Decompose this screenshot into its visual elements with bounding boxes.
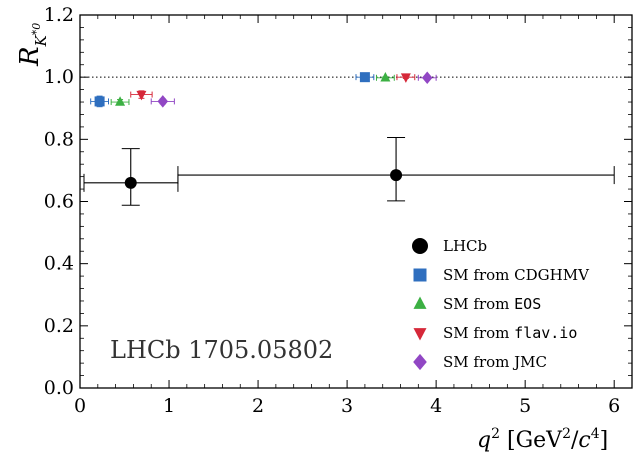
legend-marker xyxy=(412,238,428,254)
legend-label: SM from EOS xyxy=(443,295,541,313)
x-axis-title: q2 [GeV2/c4] xyxy=(477,426,608,453)
legend-entry: LHCb xyxy=(412,237,487,255)
data-point xyxy=(157,95,169,108)
legend-label: SM from CDGHMV xyxy=(443,266,590,284)
series-2 xyxy=(110,72,395,106)
legend-marker xyxy=(413,328,427,341)
axes-layer: 0 1 2 3 4 5 6 0.0 0.2 0.4 0.6 0.8 1.0 1.2 xyxy=(44,4,633,417)
y-tick-label: 0.6 xyxy=(44,191,74,213)
legend-marker xyxy=(413,268,427,282)
y-tick-label: 0.2 xyxy=(44,315,74,337)
legend-entry: SM from JMC xyxy=(413,353,547,371)
data-layer xyxy=(83,71,615,206)
svg-text:q2 [GeV2/c4]: q2 [GeV2/c4] xyxy=(477,426,608,453)
data-point xyxy=(359,72,370,83)
y-tick-label: 0.0 xyxy=(44,377,74,399)
data-point xyxy=(124,176,137,189)
legend-label: LHCb xyxy=(443,237,487,255)
x-tick-label: 0 xyxy=(74,395,86,417)
data-point xyxy=(380,72,391,82)
series-1 xyxy=(90,72,375,108)
series-3 xyxy=(130,73,416,101)
legend-label: SM from flav.io xyxy=(443,324,577,342)
y-tick-label: 1.0 xyxy=(44,66,74,88)
data-point xyxy=(94,96,105,107)
x-tick-label: 6 xyxy=(608,395,620,417)
legend-entry: SM from CDGHMV xyxy=(413,266,590,284)
legend-marker xyxy=(413,353,427,371)
data-point xyxy=(136,90,147,101)
y-tick-label: 0.4 xyxy=(44,253,74,275)
x-tick-label: 2 xyxy=(252,395,264,417)
series-4 xyxy=(150,71,437,108)
data-point xyxy=(115,96,126,106)
svg-text:RK*0: RK*0 xyxy=(15,23,50,67)
x-tick-label: 1 xyxy=(163,395,175,417)
legend-marker xyxy=(413,296,427,309)
annotation-text: LHCb 1705.05802 xyxy=(110,336,333,364)
data-point xyxy=(390,169,403,182)
y-tick-label: 1.2 xyxy=(44,4,74,26)
data-point xyxy=(421,71,433,85)
legend-label: SM from JMC xyxy=(443,353,547,371)
x-tick-label: 4 xyxy=(430,395,442,417)
y-tick-label: 0.8 xyxy=(44,128,74,150)
legend-entry: SM from EOS xyxy=(413,295,541,313)
legend: LHCb SM from CDGHMV SM from EOS SM from fla… xyxy=(412,237,590,371)
data-point xyxy=(400,73,411,83)
x-tick-label: 3 xyxy=(341,395,353,417)
series-0 xyxy=(83,136,615,206)
legend-entry: SM from flav.io xyxy=(413,324,577,342)
y-axis-title: RK*0 xyxy=(15,23,50,67)
x-tick-label: 5 xyxy=(519,395,531,417)
